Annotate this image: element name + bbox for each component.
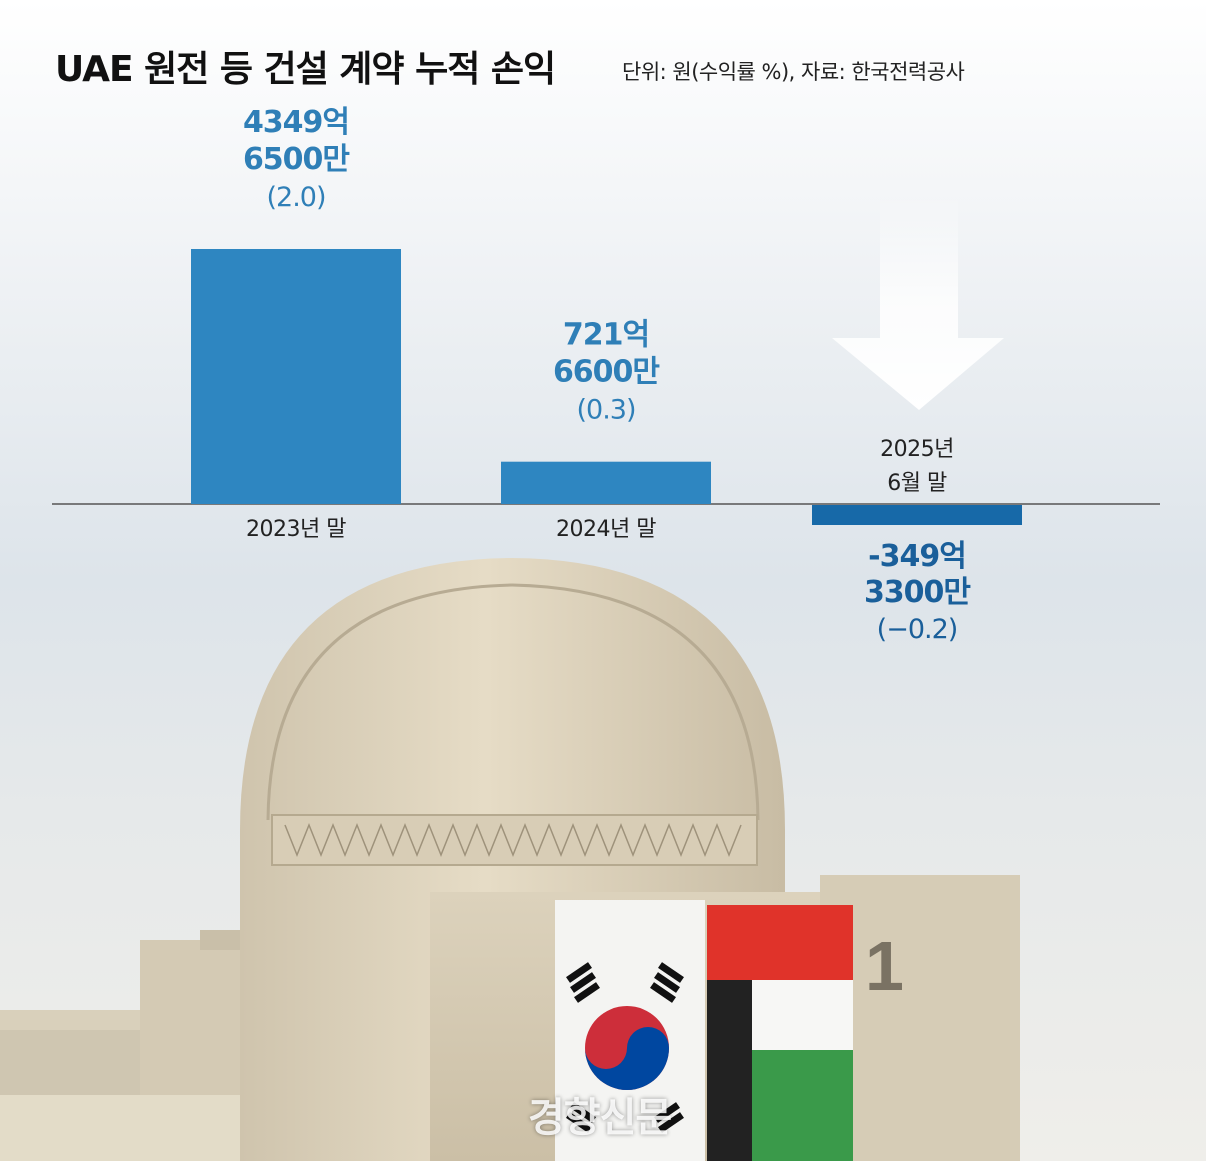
category-label-2-0: 2025년: [880, 437, 954, 462]
value-label-0-0: 4349억: [243, 105, 349, 140]
value-label-2-2: (−0.2): [877, 614, 958, 645]
category-label-1-0: 2024년 말: [556, 517, 656, 542]
bar-1: [501, 461, 711, 504]
unit-source-note: 단위: 원(수익률 %), 자료: 한국전력공사: [622, 60, 965, 84]
value-label-1-2: (0.3): [576, 395, 635, 426]
chart-title: UAE 원전 등 건설 계약 누적 손익: [55, 49, 556, 90]
category-label-0-0: 2023년 말: [246, 517, 346, 542]
value-label-1-1: 6600만: [553, 355, 660, 390]
bar-0: [191, 249, 401, 504]
bar-2: [812, 505, 1022, 525]
value-label-2-0: -349억: [868, 539, 966, 574]
value-label-1-0: 721억: [563, 318, 649, 353]
down-arrow-icon: [832, 195, 1004, 410]
building-number: 1: [865, 927, 904, 1005]
value-label-0-2: (2.0): [266, 182, 325, 213]
value-label-2-1: 3300만: [864, 575, 971, 610]
category-label-2-1: 6월 말: [887, 471, 947, 496]
nuclear-plant-photo: 1: [0, 558, 1020, 1161]
value-label-0-1: 6500만: [243, 142, 350, 177]
watermark: 경향신문: [528, 1095, 672, 1141]
